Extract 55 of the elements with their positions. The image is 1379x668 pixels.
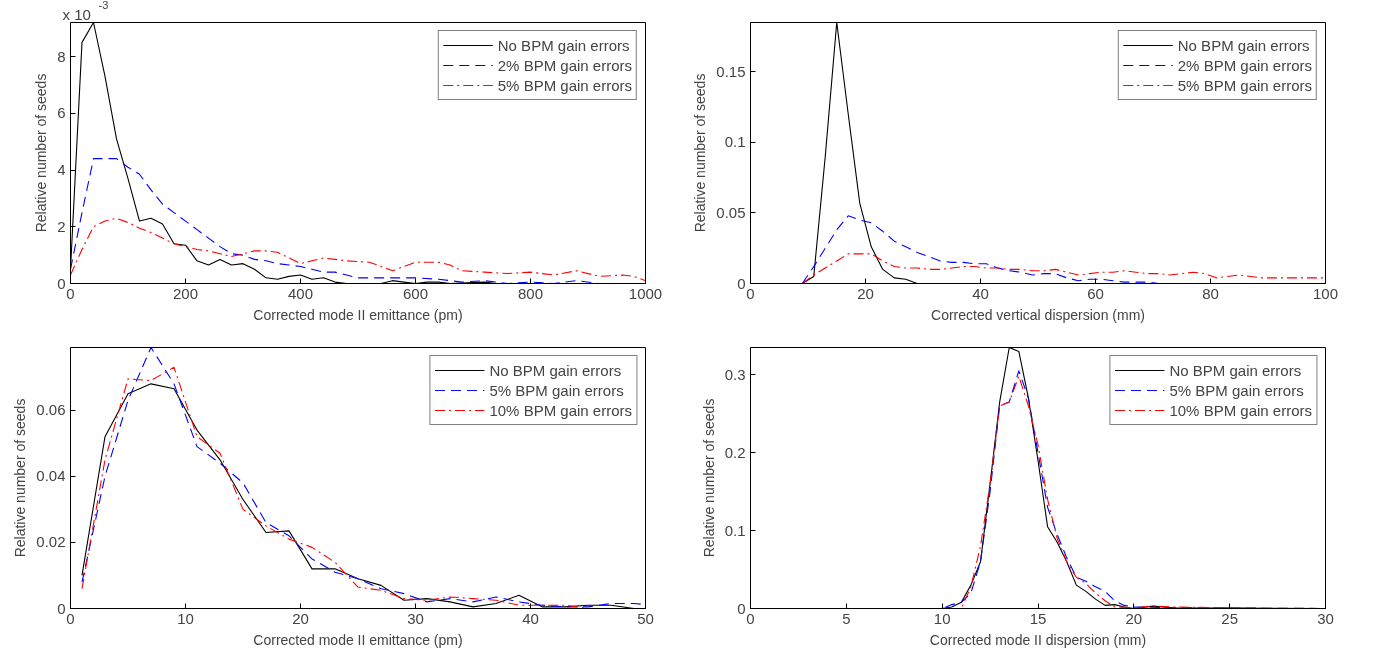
x-axis-title: Corrected mode II emittance (pm) — [253, 631, 463, 648]
x-tick-label: 1000 — [628, 284, 663, 302]
x-tick-label: 20 — [1125, 609, 1143, 627]
x-tick-label: 200 — [172, 284, 199, 302]
x-tick-label: 60 — [1087, 284, 1104, 302]
x-axis-title: Corrected mode II emittance (pm) — [253, 306, 463, 323]
x-tick-label: 80 — [1202, 284, 1219, 302]
x-tick-label: 600 — [402, 284, 429, 302]
y-tick-label: 0.1 — [724, 133, 746, 151]
legend-label: No BPM gain errors — [489, 361, 622, 379]
legend-label: 10% BPM gain errors — [1169, 401, 1312, 419]
x-tick-label: 10 — [177, 609, 194, 627]
y-tick-label: 0.15 — [716, 62, 746, 80]
y-tick-label: 6 — [57, 104, 66, 122]
y-tick-label: 0.2 — [724, 443, 746, 461]
y-tick-label: 0.3 — [724, 365, 746, 383]
x-tick-label: 400 — [287, 284, 314, 302]
x-tick-label: 40 — [522, 609, 539, 627]
x-tick-label: 10 — [933, 609, 951, 627]
legend-label: No BPM gain errors — [1169, 361, 1302, 379]
y-tick-label: 0.1 — [724, 521, 746, 539]
legend-label: 5% BPM gain errors — [1177, 76, 1312, 94]
x-tick-label: 20 — [292, 609, 309, 627]
y-tick-label: 0.05 — [716, 203, 746, 221]
x-tick-label: 20 — [857, 284, 874, 302]
legend-label: 5% BPM gain errors — [497, 76, 632, 94]
x-tick-label: 30 — [1317, 609, 1334, 627]
x-tick-label: 5 — [842, 609, 851, 627]
legend-label: No BPM gain errors — [497, 36, 630, 54]
y-tick-label: 0.02 — [36, 533, 66, 551]
y-tick-label: 4 — [57, 161, 66, 179]
x-axis-title: Corrected mode II dispersion (mm) — [929, 631, 1147, 648]
y-tick-label: 2 — [57, 217, 66, 235]
y-tick-label: 8 — [57, 47, 66, 65]
x-tick-label: 40 — [972, 284, 989, 302]
y-axis-title: Relative number of seeds — [33, 73, 50, 233]
x-tick-label: 25 — [1221, 609, 1239, 627]
y-tick-label: 0.04 — [36, 467, 66, 485]
legend-label: 5% BPM gain errors — [1169, 381, 1304, 399]
x-tick-label: 100 — [1312, 284, 1339, 302]
legend-label: 2% BPM gain errors — [497, 56, 632, 74]
legend-label: No BPM gain errors — [1177, 36, 1310, 54]
x-tick-label: 15 — [1029, 609, 1047, 627]
legend-label: 2% BPM gain errors — [1177, 56, 1312, 74]
text: x 10-3 — [62, 0, 109, 23]
x-axis-title: Corrected vertical dispersion (mm) — [931, 306, 1145, 323]
y-tick-label: 0.06 — [36, 401, 66, 419]
y-axis-title: Relative number of seeds — [692, 73, 709, 233]
x-tick-label: 50 — [637, 609, 654, 627]
x-tick-label: 30 — [407, 609, 424, 627]
legend-label: 10% BPM gain errors — [489, 401, 632, 419]
y-axis-title: Relative number of seeds — [12, 398, 29, 558]
y-axis-title: Relative number of seeds — [700, 398, 717, 558]
legend-label: 5% BPM gain errors — [489, 381, 624, 399]
x-tick-label: 800 — [517, 284, 544, 302]
